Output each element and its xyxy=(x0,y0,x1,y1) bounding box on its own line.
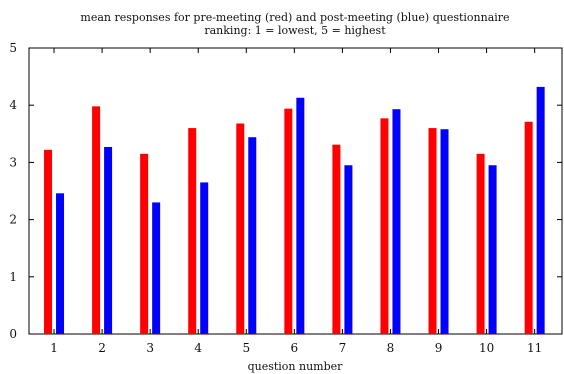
x-tick-label: 9 xyxy=(435,341,443,355)
bar-post-q5 xyxy=(248,137,257,334)
x-tick-label: 11 xyxy=(527,341,542,355)
y-tick-label: 5 xyxy=(9,41,17,55)
bar-pre-q2 xyxy=(92,106,101,335)
bar-post-q6 xyxy=(296,97,305,334)
plot-frame xyxy=(28,47,563,335)
bar-post-q11 xyxy=(536,86,545,334)
bar-pre-q10 xyxy=(476,153,485,334)
x-tick-label: 8 xyxy=(387,341,395,355)
x-axis-label: question number xyxy=(248,360,344,373)
x-axis: 1 2 3 4 5 6 7 8 9 10 11 xyxy=(50,48,542,355)
x-tick-label: 10 xyxy=(479,341,494,355)
chart-subtitle: ranking: 1 = lowest, 5 = highest xyxy=(204,24,386,37)
bar-pre-q11 xyxy=(524,121,533,335)
x-tick-label: 5 xyxy=(242,341,250,355)
chart-title: mean responses for pre-meeting (red) and… xyxy=(80,11,509,24)
bar-pre-q7 xyxy=(332,144,341,334)
bar-post-q7 xyxy=(344,165,353,334)
x-tick-label: 7 xyxy=(339,341,347,355)
bar-post-q4 xyxy=(200,182,209,334)
y-tick-label: 3 xyxy=(9,155,17,169)
x-tick-label: 2 xyxy=(98,341,106,355)
bar-post-q8 xyxy=(392,109,401,334)
bar-post-q2 xyxy=(104,146,113,334)
bar-pre-q6 xyxy=(284,108,293,335)
bar-pre-q3 xyxy=(140,153,149,334)
y-tick-label: 4 xyxy=(9,98,17,112)
bar-post-q10 xyxy=(488,165,497,334)
y-tick-label: 0 xyxy=(9,327,17,341)
bars-group xyxy=(44,86,545,335)
y-tick-label: 2 xyxy=(9,213,17,227)
x-tick-label: 3 xyxy=(146,341,154,355)
bar-pre-q5 xyxy=(236,123,245,334)
y-axis: 0 1 2 3 4 5 xyxy=(9,41,562,341)
bar-pre-q8 xyxy=(380,118,389,334)
bar-pre-q9 xyxy=(428,128,437,334)
x-tick-label: 6 xyxy=(291,341,299,355)
bar-pre-q4 xyxy=(188,128,197,334)
bar-post-q1 xyxy=(56,193,65,334)
x-tick-label: 1 xyxy=(50,341,58,355)
bar-post-q3 xyxy=(152,202,161,334)
x-tick-label: 4 xyxy=(194,341,202,355)
bar-post-q9 xyxy=(440,129,449,334)
bar-pre-q1 xyxy=(44,149,53,334)
y-tick-label: 1 xyxy=(9,270,17,284)
